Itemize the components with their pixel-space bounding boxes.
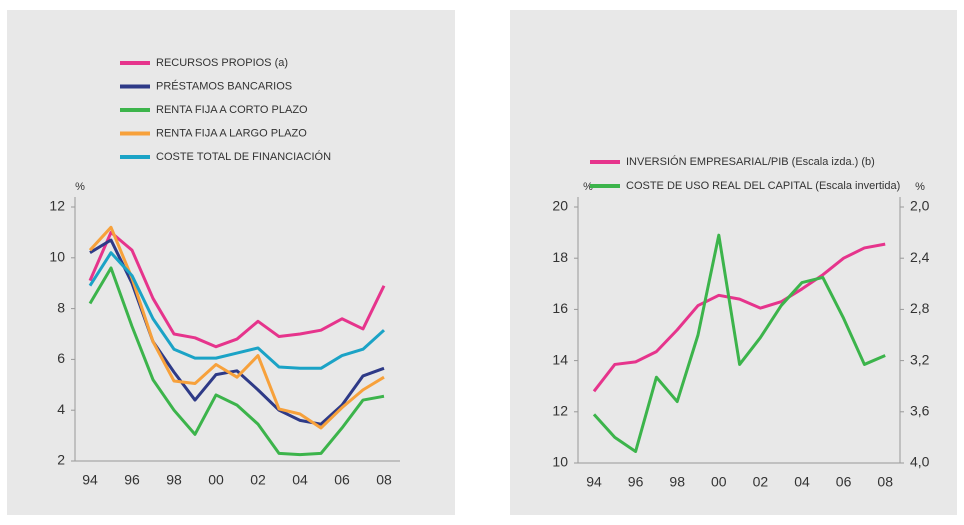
- x-tick-label: 00: [711, 474, 727, 490]
- x-tick-label: 02: [753, 474, 769, 490]
- x-tick-label: 08: [376, 472, 392, 488]
- x-tick-label: 04: [292, 472, 308, 488]
- y-tick-label: 4: [57, 401, 65, 417]
- y-tick-label: 12: [552, 403, 568, 419]
- y2-tick-label: 3,2: [910, 351, 930, 367]
- y-tick-label: 16: [552, 300, 568, 316]
- x-tick-label: 06: [836, 474, 852, 490]
- y2-tick-label: 3,6: [910, 403, 930, 419]
- y-tick-label: 10: [49, 249, 65, 265]
- y-tick-label: 6: [57, 350, 65, 366]
- x-tick-label: 98: [669, 474, 685, 490]
- y2-tick-label: 2,0: [910, 198, 930, 214]
- y-unit: %: [583, 181, 593, 193]
- panel: [510, 10, 957, 515]
- y2-tick-label: 2,4: [910, 249, 930, 265]
- legend-label: RECURSOS PROPIOS (a): [156, 57, 288, 69]
- x-tick-label: 02: [250, 472, 266, 488]
- y2-unit: %: [915, 181, 925, 193]
- x-tick-label: 98: [166, 472, 182, 488]
- x-tick-label: 94: [586, 474, 602, 490]
- panel: [7, 10, 455, 515]
- y2-tick-label: 4,0: [910, 454, 930, 470]
- y-tick-label: 20: [552, 198, 568, 214]
- legend-label: INVERSIÓN EMPRESARIAL/PIB (Escala izda.)…: [626, 155, 875, 168]
- x-tick-label: 06: [334, 472, 350, 488]
- line-series: [592, 242, 886, 393]
- y2-tick-label: 2,8: [910, 300, 930, 316]
- y-unit: %: [75, 181, 85, 193]
- legend-label: COSTE DE USO REAL DEL CAPITAL (Escala in…: [626, 180, 900, 192]
- x-tick-label: 96: [628, 474, 644, 490]
- line-series: [88, 225, 385, 430]
- line-series: [88, 230, 386, 349]
- y-tick-label: 18: [552, 249, 568, 265]
- y-tick-label: 2: [57, 452, 65, 468]
- x-tick-label: 94: [82, 472, 98, 488]
- y-tick-label: 10: [552, 454, 568, 470]
- x-tick-label: 00: [208, 472, 224, 488]
- legend-label: RENTA FIJA A LARGO PLAZO: [156, 127, 307, 139]
- line-series: [88, 266, 385, 457]
- x-tick-label: 04: [794, 474, 810, 490]
- legend-label: COSTE TOTAL DE FINANCIACIÓN: [156, 150, 331, 163]
- y-tick-label: 14: [552, 351, 568, 367]
- legend-label: PRÉSTAMOS BANCARIOS: [156, 79, 292, 92]
- y-tick-label: 8: [57, 299, 65, 315]
- y-tick-label: 12: [49, 198, 65, 214]
- line-series: [88, 251, 386, 370]
- line-series: [592, 233, 886, 453]
- legend-label: RENTA FIJA A CORTO PLAZO: [156, 104, 308, 116]
- x-tick-label: 08: [877, 474, 893, 490]
- x-tick-label: 96: [124, 472, 140, 488]
